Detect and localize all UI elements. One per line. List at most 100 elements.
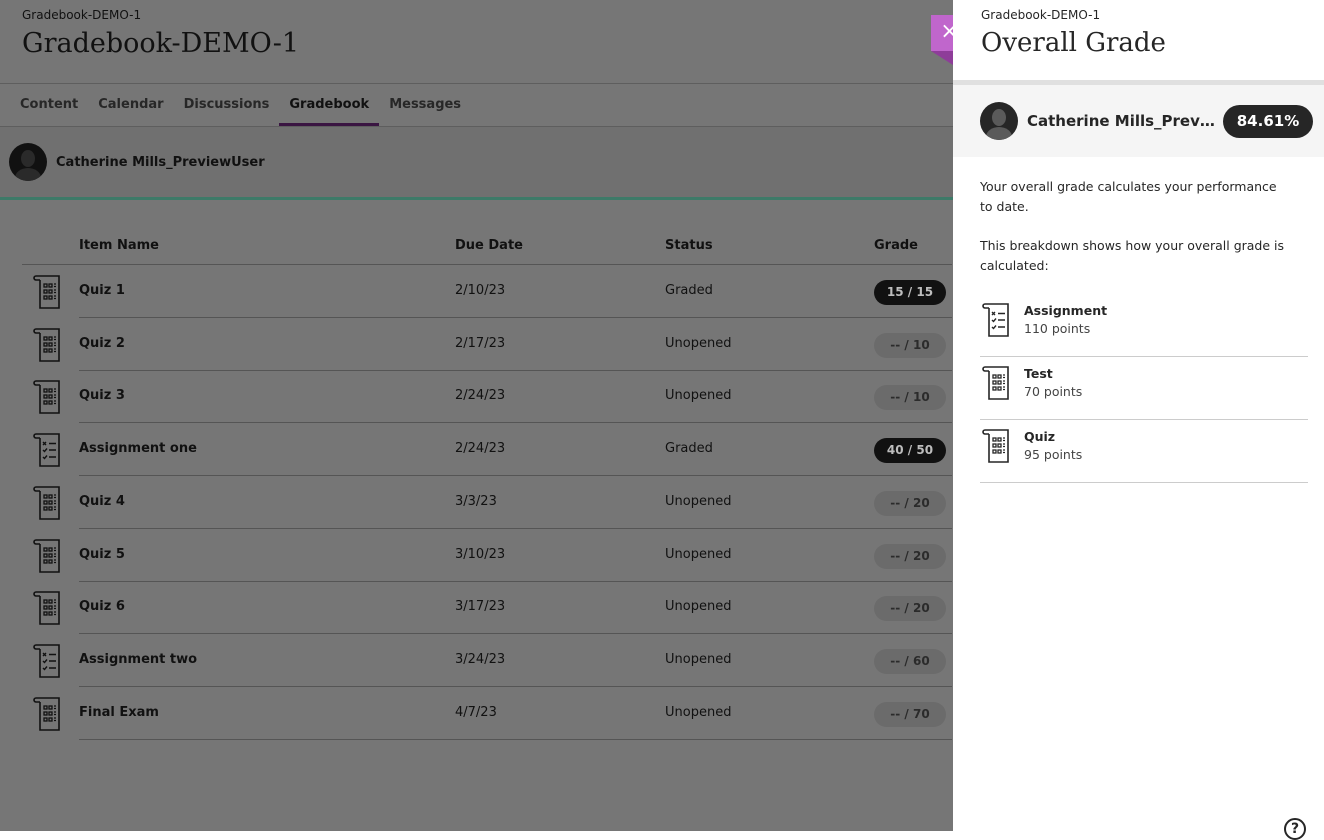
quiz-icon [31, 538, 67, 574]
help-button[interactable]: ? [1284, 818, 1306, 840]
user-name: Catherine Mills_PreviewUser [56, 154, 265, 170]
table-row[interactable]: Quiz 4 3/3/23 Unopened -- / 20 [22, 476, 952, 529]
close-button-fold [931, 51, 953, 65]
breadcrumb: Gradebook-DEMO-1 [22, 8, 142, 22]
quiz-icon [31, 696, 67, 732]
row-divider [79, 738, 952, 740]
status: Unopened [665, 493, 732, 509]
row-divider [79, 685, 952, 687]
item-name-link[interactable]: Assignment one [79, 441, 197, 457]
item-name-link[interactable]: Quiz 4 [79, 493, 125, 509]
help-icon: ? [1290, 821, 1300, 837]
due-date: 2/24/23 [455, 441, 506, 457]
category-points: 95 points [1024, 447, 1083, 462]
grade-pill[interactable]: -- / 70 [874, 701, 946, 727]
quiz-icon [31, 327, 67, 363]
item-name-link[interactable]: Quiz 3 [79, 388, 125, 404]
col-due-date: Due Date [455, 238, 523, 253]
status: Graded [665, 441, 713, 457]
grade-pill[interactable]: -- / 60 [874, 648, 946, 674]
quiz-icon [31, 485, 67, 521]
due-date: 3/17/23 [455, 599, 506, 615]
row-divider [79, 527, 952, 529]
grade-pill[interactable]: -- / 20 [874, 543, 946, 569]
category-item: Assignment 110 points [980, 294, 1308, 357]
row-divider [79, 475, 952, 477]
status: Unopened [665, 546, 732, 562]
quiz-icon [31, 590, 67, 626]
tab-calendar[interactable]: Calendar [98, 97, 164, 112]
status: Unopened [665, 704, 732, 720]
grade-pill[interactable]: 40 / 50 [874, 438, 946, 464]
table-row[interactable]: Quiz 1 2/10/23 Graded 15 / 15 [22, 265, 952, 318]
due-date: 2/10/23 [455, 283, 506, 298]
tab-gradebook[interactable]: Gradebook [279, 84, 379, 126]
user-bar: Catherine Mills_PreviewUser [0, 127, 953, 200]
col-status: Status [665, 238, 713, 253]
tab-content[interactable]: Content [20, 97, 79, 112]
grade-pill[interactable]: 15 / 15 [874, 280, 946, 305]
quiz-icon [980, 365, 1016, 401]
grade-pill[interactable]: -- / 10 [874, 332, 946, 358]
table-row[interactable]: Quiz 3 2/24/23 Unopened -- / 10 [22, 370, 952, 424]
status: Unopened [665, 651, 732, 667]
description: Your overall grade calculates your perfo… [980, 179, 1277, 214]
grade-pill[interactable]: -- / 20 [874, 596, 946, 622]
panel-user-bar: Catherine Mills_PreviewUser 84.61% [953, 80, 1324, 157]
user-name: Catherine Mills_PreviewUser [1027, 112, 1217, 130]
item-name-link[interactable]: Quiz 2 [79, 335, 125, 351]
row-divider [79, 369, 952, 371]
table-row[interactable]: Quiz 2 2/17/23 Unopened -- / 10 [22, 318, 952, 371]
due-date: 2/17/23 [455, 335, 506, 351]
panel-breadcrumb: Gradebook-DEMO-1 [981, 8, 1101, 22]
category-points: 110 points [1024, 321, 1091, 336]
panel-title: Overall Grade [981, 28, 1166, 58]
avatar [9, 143, 47, 181]
quiz-icon [980, 428, 1016, 464]
row-divider [79, 580, 952, 582]
gradebook-page-dimmed-backdrop[interactable]: Gradebook-DEMO-1 Gradebook-DEMO-1 Conten… [0, 0, 953, 831]
quiz-icon [31, 379, 67, 415]
category-points: 70 points [1024, 384, 1083, 399]
course-tabs: Content Calendar Discussions Gradebook Messa… [0, 83, 953, 127]
table-row[interactable]: Final Exam 4/7/23 Unopened -- / 70 [22, 687, 952, 740]
assignment-icon [31, 432, 67, 468]
row-divider [79, 317, 952, 318]
table-row[interactable]: Assignment one 2/24/23 Graded 40 / 50 [22, 423, 952, 477]
item-name-link[interactable]: Final Exam [79, 704, 159, 720]
category-item: Test 70 points [980, 357, 1308, 420]
category-name: Quiz [1024, 429, 1056, 444]
tab-discussions[interactable]: Discussions [183, 97, 270, 112]
breakdown-intro: This breakdown shows how your overall gr… [980, 238, 1285, 273]
item-name-link[interactable]: Quiz 6 [79, 599, 125, 615]
category-name: Assignment [1024, 303, 1108, 318]
due-date: 3/3/23 [455, 493, 497, 509]
col-grade: Grade [874, 238, 918, 253]
row-divider [79, 633, 952, 635]
tab-messages[interactable]: Messages [389, 97, 462, 112]
category-name: Test [1024, 366, 1053, 381]
item-name-link[interactable]: Quiz 5 [79, 546, 125, 562]
due-date: 2/24/23 [455, 388, 506, 404]
page-title: Gradebook-DEMO-1 [22, 28, 300, 59]
avatar [980, 102, 1018, 140]
overall-grade-badge: 84.61% [1223, 104, 1313, 138]
overall-grade-panel: Gradebook-DEMO-1 Overall Grade Catherine… [953, 0, 1324, 831]
status: Unopened [665, 335, 732, 351]
status: Unopened [665, 388, 732, 404]
grade-pill[interactable]: -- / 10 [874, 385, 946, 411]
item-name-link[interactable]: Quiz 1 [79, 283, 125, 298]
assignment-icon [980, 302, 1016, 338]
status: Graded [665, 283, 713, 298]
due-date: 3/10/23 [455, 546, 506, 562]
status: Unopened [665, 599, 732, 615]
table-row[interactable]: Quiz 5 3/10/23 Unopened -- / 20 [22, 529, 952, 582]
quiz-icon [31, 274, 67, 310]
row-divider [79, 422, 952, 424]
item-name-link[interactable]: Assignment two [79, 651, 198, 667]
grade-pill[interactable]: -- / 20 [874, 490, 946, 516]
category-item: Quiz 95 points [980, 420, 1308, 483]
due-date: 4/7/23 [455, 704, 497, 720]
table-row[interactable]: Quiz 6 3/17/23 Unopened -- / 20 [22, 581, 952, 635]
table-row[interactable]: Assignment two 3/24/23 Unopened -- / 60 [22, 634, 952, 687]
